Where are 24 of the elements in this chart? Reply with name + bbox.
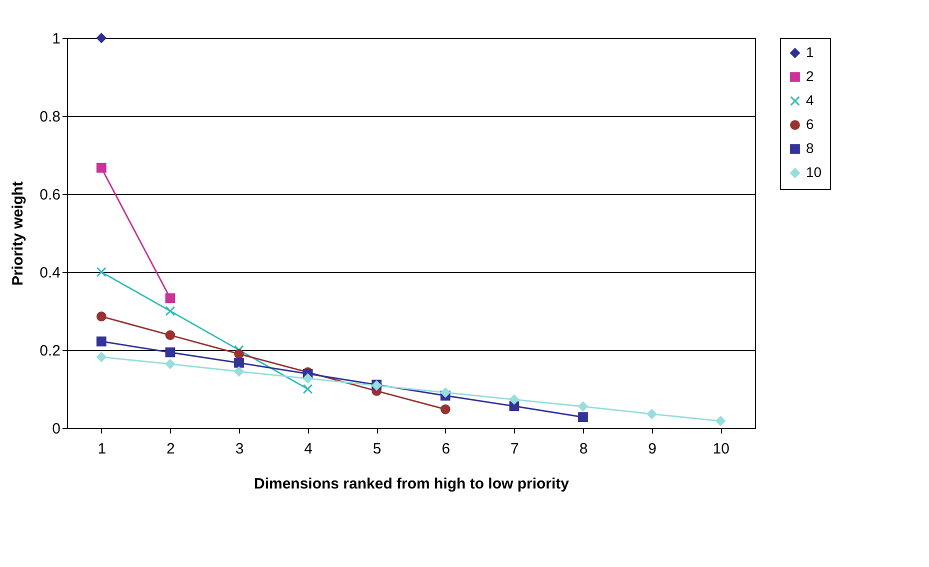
x-tick-label: 7: [510, 440, 519, 458]
legend-label: 6: [806, 116, 814, 132]
y-tick-label: 0.2: [40, 342, 60, 360]
legend-label: 10: [806, 164, 822, 180]
y-tick-label: 1: [52, 30, 60, 48]
legend-label: 1: [806, 44, 814, 60]
x-tick-label: 3: [235, 440, 244, 458]
legend-label: 4: [806, 92, 814, 108]
x-tick-label: 5: [372, 440, 382, 458]
y-tick-label: 0: [52, 420, 60, 438]
legend-label: 8: [806, 140, 814, 156]
y-tick-label: 0.4: [40, 264, 60, 282]
x-axis-title: Dimensions ranked from high to low priority: [254, 476, 570, 492]
y-tick-label: 0.8: [40, 108, 60, 126]
x-tick-label: 8: [579, 440, 588, 458]
x-tick-label: 6: [442, 440, 450, 458]
x-tick-label: 4: [304, 440, 312, 458]
x-tick-label: 2: [166, 440, 175, 458]
x-tick-label: 9: [648, 440, 656, 458]
legend-label: 2: [806, 68, 814, 84]
x-tick-label: 10: [712, 440, 730, 458]
y-axis-title: Priority weight: [10, 181, 27, 286]
y-tick-label: 0.6: [40, 186, 60, 204]
x-tick-label: 1: [98, 440, 106, 458]
